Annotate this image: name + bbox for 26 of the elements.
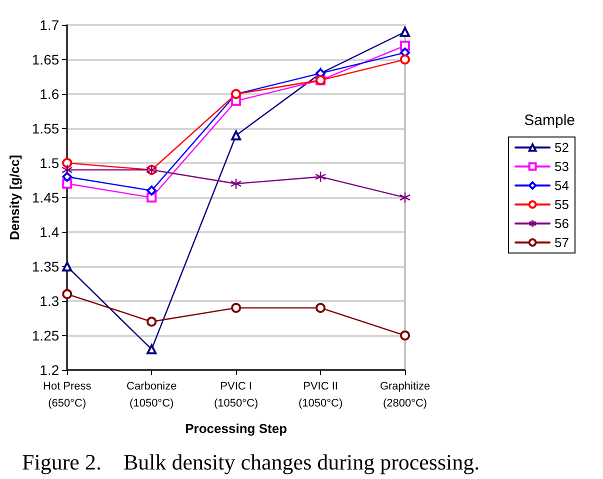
y-tick-label: 1.65: [32, 52, 60, 68]
y-tick-label: 1.2: [40, 362, 60, 378]
legend-label: 57: [554, 235, 570, 250]
y-tick-label: 1.25: [32, 328, 60, 344]
legend-title: Sample: [524, 112, 575, 129]
x-tick-label: Carbonize (1050°C): [126, 380, 177, 410]
legend-label: 53: [554, 159, 570, 174]
x-axis-title: Processing Step: [185, 421, 288, 436]
caption: Figure 2. Bulk density changes during processing.: [22, 450, 480, 474]
legend-label: 52: [554, 140, 570, 155]
y-tick-label: 1.55: [32, 120, 60, 136]
y-tick-label: 1.35: [32, 258, 60, 274]
x-tick-label: PVIC I (1050°C): [214, 380, 258, 410]
y-axis-title: Density [g/cc]: [7, 154, 22, 240]
x-tick-label: Graphitize (2800°C): [380, 380, 430, 410]
y-tick-label: 1.3: [40, 293, 60, 309]
legend-label: 55: [554, 197, 570, 212]
x-tick-label: Hot Press (650°C): [43, 380, 92, 410]
y-tick-label: 1.45: [32, 190, 60, 206]
x-tick-label: PVIC II (1050°C): [298, 380, 343, 410]
y-tick-label: 1.5: [40, 155, 60, 171]
y-tick-label: 1.7: [40, 17, 60, 33]
legend-label: 56: [554, 216, 570, 231]
y-tick-label: 1.4: [40, 224, 60, 240]
y-tick-label: 1.6: [40, 86, 60, 102]
legend-label: 54: [554, 178, 570, 193]
